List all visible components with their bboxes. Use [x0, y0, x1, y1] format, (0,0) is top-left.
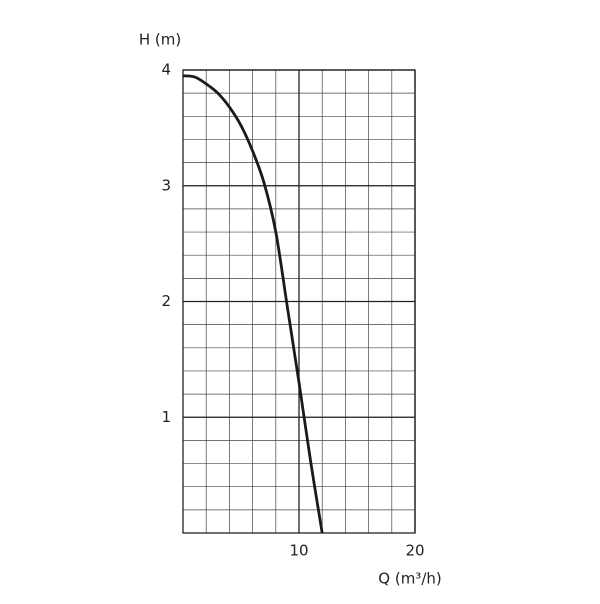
x-axis-label: Q (m³/h) [378, 570, 441, 588]
pump-curve [182, 74, 324, 534]
y-axis-label: H (m) [139, 31, 181, 49]
x-tick-label: 20 [405, 542, 424, 560]
y-tick-label: 2 [161, 292, 171, 310]
y-tick-label: 4 [161, 61, 171, 79]
plot-frame [182, 69, 416, 534]
y-tick-label: 1 [161, 408, 171, 426]
x-tick-label: 10 [289, 542, 308, 560]
y-tick-label: 3 [161, 176, 171, 194]
